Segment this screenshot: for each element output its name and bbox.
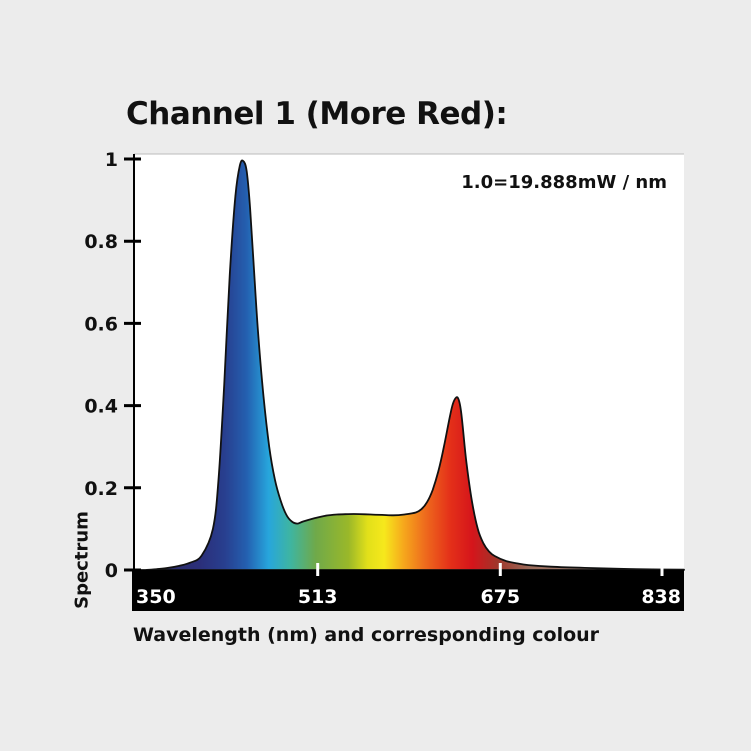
y-axis-label: Spectrum [71, 511, 93, 609]
spectrum-area [133, 159, 685, 571]
scale-annotation: 1.0=19.888mW / nm [461, 172, 667, 193]
y-tick-label: 0.8 [84, 231, 118, 253]
x-tick-label: 838 [641, 586, 681, 608]
chart-title: Channel 1 (More Red): [126, 96, 508, 132]
y-tick-label: 0 [105, 560, 118, 582]
x-axis-ticks: 350 513 675 838 [136, 563, 681, 608]
y-tick-label: 0.2 [84, 478, 118, 500]
y-tick-label: 1 [105, 149, 118, 171]
x-tick-label: 513 [298, 586, 338, 608]
y-tick-label: 0.6 [84, 313, 118, 335]
x-axis-colour-bar [132, 570, 684, 611]
x-axis-label: Wavelength (nm) and corresponding colour [133, 624, 600, 646]
x-tick-label: 350 [136, 586, 176, 608]
x-tick-label: 675 [480, 586, 520, 608]
y-axis-ticks: 0 0.2 0.4 0.6 0.8 1 [84, 149, 141, 582]
y-tick-label: 0.4 [84, 396, 118, 418]
